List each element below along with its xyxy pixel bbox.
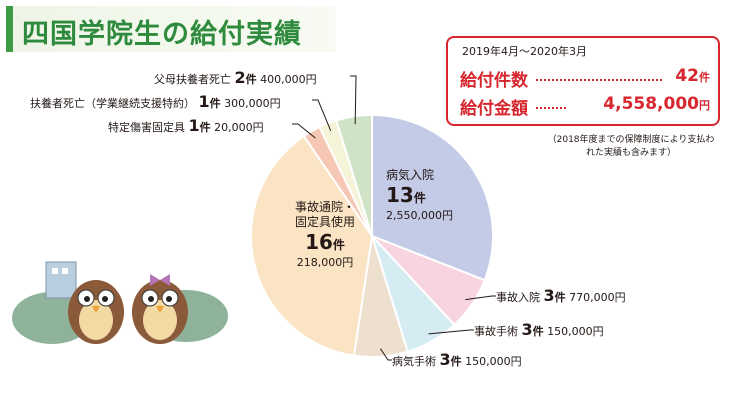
summary-period: 2019年4月～2020年3月 [462,45,587,58]
summary-amount-label: 給付金額 [460,99,528,119]
page-title: 四国学院生の給付実績 [22,19,302,50]
label-fuyosha-shibo: 扶養者死亡（学業継続支援特約） 1件 300,000円 [30,92,281,111]
leader-fubo-shibo [350,75,357,125]
summary-amount-leader [536,107,566,109]
owl-left-pupil-icon [84,296,90,302]
summary-amount-value: 4,558,000円 [603,94,710,114]
owl-left-pupil-icon [102,296,108,302]
building-window-icon [52,268,58,274]
slice-jiko-tsuin [249,134,374,357]
owl-bow-icon [150,274,170,286]
owl-left-beak-icon [92,306,100,313]
summary-count-value: 42件 [675,66,710,86]
label-tokutei-shogai: 特定傷害固定具 1件 20,000円 [108,116,264,135]
label-jiko-tsuin: 事故通院・ 固定具使用 16件 218,000円 [270,200,380,270]
label-jiko-tsuin-name-1: 事故通院・ [294,200,355,214]
summary-count-label: 給付件数 [460,71,528,91]
label-jiko-tsuin-amount: 218,000円 [296,256,354,269]
label-fubo-shibo: 父母扶養者死亡 2件 400,000円 [154,68,317,87]
label-byoki-shujutsu: 病気手術 3件 150,000円 [392,350,522,369]
title-bar [6,6,336,52]
mascot-illustration [12,261,228,344]
slice-fubo-shibo [335,113,373,237]
title-accent [6,6,13,52]
owl-right-pupil-icon [166,296,172,302]
owl-right-belly-icon [143,300,177,340]
label-jiko-tsuin-name-2: 固定具使用 [294,215,355,229]
leader-tokutei-shogai [292,123,316,139]
label-byoki-nyuin-count: 13件 [386,183,426,207]
label-jiko-shujutsu: 事故手術 3件 150,000円 [474,320,604,339]
leader-fuyosha-shibo [312,99,332,132]
summary-count-leader [536,79,662,81]
summary-box: 2019年4月～2020年3月 給付件数 42件 給付金額 4,558,000円 [446,36,720,126]
summary-count-row: 給付件数 42件 [460,66,710,92]
building-window-icon [62,268,68,274]
summary-amount-row: 給付金額 4,558,000円 [460,94,710,120]
leader-jiko-nyuin [465,295,496,301]
leader-byoki-shujutsu [380,348,392,361]
slice-byoki-nyuin [371,113,494,282]
label-byoki-nyuin-name: 病気入院 [386,168,435,182]
label-jiko-nyuin: 事故入院 3件 770,000円 [496,286,626,305]
label-jiko-tsuin-count: 16件 [305,230,345,254]
building-icon [45,261,77,299]
owl-right-beak-icon [156,306,164,313]
owl-right-pupil-icon [148,296,154,302]
owl-left-belly-icon [79,300,113,340]
label-byoki-nyuin-amount: 2,550,000円 [386,209,453,222]
note-text: （2018年度までの保障制度により支払われた実績も含みます） [547,135,715,158]
leader-jiko-shujutsu [428,329,474,335]
label-byoki-nyuin: 病気入院 13件 2,550,000円 [386,166,482,223]
